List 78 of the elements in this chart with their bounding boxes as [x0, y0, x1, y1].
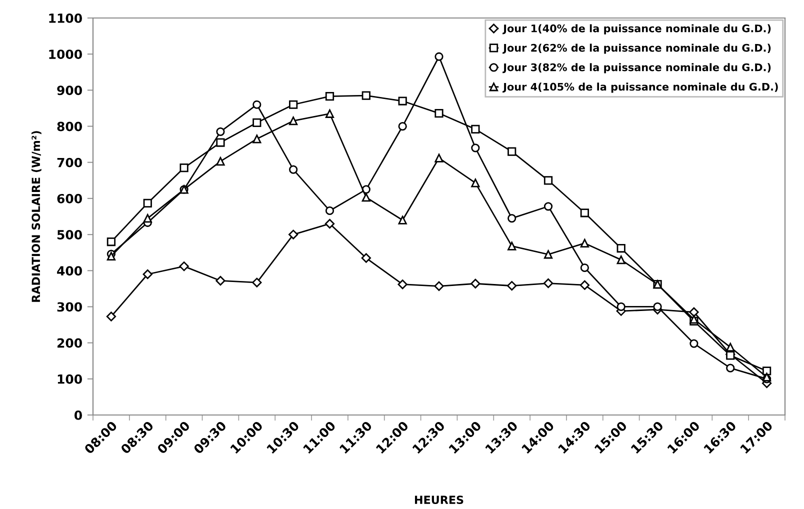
point — [471, 124, 480, 134]
point — [544, 202, 553, 211]
point — [180, 163, 188, 172]
y-tick-label: 500 — [57, 230, 82, 240]
point — [289, 116, 298, 126]
point — [508, 147, 516, 156]
y-tick-label: 1100 — [49, 13, 82, 23]
point — [434, 281, 444, 291]
y-tick-label: 400 — [57, 266, 82, 276]
point — [106, 237, 116, 246]
point — [580, 263, 589, 272]
point — [142, 269, 152, 280]
point — [398, 280, 408, 290]
point — [252, 134, 262, 144]
legend-label: Jour 3(82% de la puissance nominale du G.D.) — [502, 63, 771, 74]
point — [434, 52, 444, 61]
point — [216, 127, 225, 136]
point — [543, 278, 554, 288]
point — [143, 214, 152, 223]
y-tick-label: 200 — [57, 338, 82, 348]
y-tick-label: 1000 — [49, 50, 82, 60]
point — [106, 312, 116, 322]
legend-label: Jour 2(62% de la puissance nominale du G.D.) — [502, 44, 771, 54]
point — [179, 261, 189, 272]
point — [288, 230, 298, 240]
point — [434, 154, 444, 162]
point — [690, 339, 698, 348]
point — [689, 307, 699, 317]
y-tick-label: 300 — [57, 302, 82, 312]
point — [361, 253, 371, 263]
point — [471, 144, 480, 152]
point — [289, 100, 298, 109]
point — [325, 92, 334, 101]
point — [580, 238, 589, 248]
point — [398, 96, 407, 106]
y-tick-label: 800 — [57, 122, 82, 132]
point — [616, 302, 626, 312]
legend-label: Jour 1(40% de la puissance nominale du G.D.) — [502, 24, 771, 34]
point — [616, 244, 626, 253]
point — [726, 342, 735, 352]
point — [471, 178, 480, 188]
point — [362, 91, 370, 100]
y-tick-label: 900 — [57, 86, 82, 96]
point — [470, 278, 480, 288]
y-tick-label: 700 — [57, 158, 82, 168]
point — [362, 193, 370, 202]
point — [398, 122, 407, 131]
point — [143, 198, 152, 208]
y-tick-label: 0 — [74, 410, 82, 420]
point — [508, 242, 516, 250]
y-tick-label: 100 — [58, 374, 82, 384]
point — [580, 280, 590, 290]
y-axis-title: RADIATION SOLAIRE (W/m²) — [31, 131, 42, 302]
legend-label: Jour 4(105% de la puissance nominale du G.D.) — [502, 82, 778, 93]
point — [252, 278, 262, 288]
point — [508, 214, 516, 223]
point — [507, 280, 517, 291]
point — [216, 138, 225, 147]
point — [544, 250, 553, 259]
point — [544, 176, 553, 185]
point — [216, 156, 225, 166]
point — [616, 256, 626, 264]
point — [252, 118, 262, 127]
point — [325, 109, 334, 118]
point — [325, 206, 334, 216]
point — [653, 302, 662, 312]
point — [106, 252, 116, 261]
point — [580, 208, 589, 218]
point — [252, 100, 262, 109]
point — [289, 165, 298, 174]
point — [398, 216, 407, 224]
point — [216, 276, 226, 286]
point — [726, 364, 735, 372]
point — [324, 218, 335, 229]
point — [434, 108, 444, 118]
x-axis-title: HEURES — [414, 496, 464, 504]
y-tick-label: 600 — [57, 194, 82, 204]
point — [762, 366, 772, 376]
